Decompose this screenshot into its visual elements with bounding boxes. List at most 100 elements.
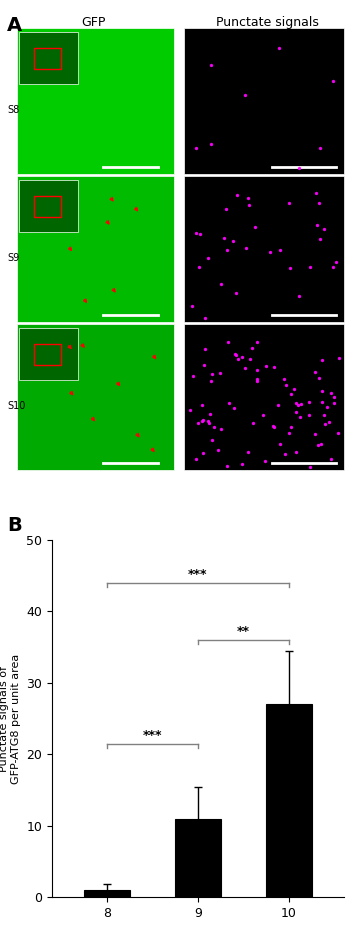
- Point: [317, 232, 322, 247]
- Point: [187, 402, 193, 417]
- Point: [199, 413, 205, 428]
- Point: [254, 362, 260, 377]
- Point: [200, 413, 206, 427]
- Point: [194, 451, 199, 466]
- Point: [223, 201, 229, 216]
- Point: [271, 360, 276, 375]
- Point: [289, 420, 294, 435]
- Point: [245, 445, 250, 460]
- Point: [330, 260, 336, 274]
- Point: [287, 260, 292, 275]
- Point: [239, 457, 245, 472]
- Point: [201, 358, 207, 373]
- Point: [240, 349, 245, 364]
- Point: [211, 420, 217, 435]
- Point: [315, 438, 321, 452]
- Point: [329, 452, 334, 467]
- Point: [336, 350, 342, 365]
- Point: [314, 218, 320, 233]
- Point: [282, 447, 287, 462]
- Point: [205, 251, 211, 266]
- Point: [254, 335, 260, 349]
- Point: [190, 368, 196, 383]
- Point: [210, 367, 215, 382]
- Text: B: B: [7, 515, 22, 535]
- Point: [225, 335, 231, 349]
- Point: [331, 396, 337, 411]
- Text: S8: S8: [7, 105, 19, 115]
- Point: [306, 408, 312, 423]
- Point: [312, 365, 318, 380]
- Point: [233, 286, 239, 300]
- Point: [278, 243, 283, 258]
- Text: A: A: [7, 17, 22, 35]
- Point: [307, 260, 313, 274]
- FancyBboxPatch shape: [184, 176, 343, 322]
- Point: [281, 371, 287, 386]
- Point: [218, 422, 223, 437]
- Point: [293, 445, 299, 460]
- Point: [218, 276, 224, 291]
- FancyBboxPatch shape: [19, 32, 79, 84]
- Point: [217, 365, 223, 380]
- FancyBboxPatch shape: [19, 328, 79, 380]
- Text: Punctate signals: Punctate signals: [216, 17, 319, 30]
- Point: [321, 222, 327, 236]
- Point: [308, 459, 313, 474]
- Point: [297, 410, 303, 425]
- Point: [276, 40, 282, 55]
- FancyBboxPatch shape: [19, 181, 79, 232]
- Point: [306, 395, 312, 410]
- Point: [208, 374, 214, 388]
- Point: [293, 396, 299, 411]
- Point: [328, 386, 333, 400]
- Point: [221, 231, 227, 246]
- Point: [278, 436, 283, 451]
- FancyBboxPatch shape: [184, 324, 343, 470]
- Point: [283, 378, 289, 393]
- Point: [324, 400, 329, 415]
- Point: [205, 413, 210, 428]
- Point: [319, 394, 325, 409]
- Point: [255, 372, 260, 387]
- Point: [333, 255, 338, 270]
- Point: [296, 160, 302, 175]
- Point: [206, 415, 211, 430]
- Point: [317, 140, 322, 155]
- Point: [242, 361, 248, 375]
- Text: S9: S9: [7, 253, 19, 263]
- FancyBboxPatch shape: [17, 176, 173, 322]
- Text: S10: S10: [7, 401, 25, 411]
- Point: [316, 371, 322, 386]
- Point: [201, 446, 206, 461]
- Text: GFP: GFP: [81, 17, 106, 30]
- Point: [247, 351, 253, 366]
- Point: [286, 196, 292, 210]
- Point: [313, 185, 319, 200]
- Point: [291, 381, 297, 396]
- Point: [226, 396, 232, 411]
- Point: [207, 406, 213, 421]
- Point: [189, 298, 195, 313]
- Point: [232, 346, 238, 361]
- Point: [275, 398, 281, 413]
- Point: [331, 389, 336, 404]
- Point: [254, 374, 260, 388]
- Point: [232, 400, 237, 415]
- Point: [209, 136, 214, 151]
- Point: [335, 425, 341, 440]
- Point: [253, 219, 258, 234]
- Point: [271, 419, 277, 434]
- Point: [249, 340, 255, 355]
- FancyBboxPatch shape: [184, 28, 343, 173]
- Point: [196, 260, 202, 275]
- Point: [196, 415, 201, 430]
- Point: [209, 57, 214, 72]
- Point: [225, 243, 230, 258]
- Point: [242, 87, 247, 102]
- FancyBboxPatch shape: [17, 324, 173, 470]
- Point: [260, 408, 266, 423]
- Point: [202, 341, 207, 356]
- Point: [216, 442, 221, 457]
- Point: [316, 197, 321, 211]
